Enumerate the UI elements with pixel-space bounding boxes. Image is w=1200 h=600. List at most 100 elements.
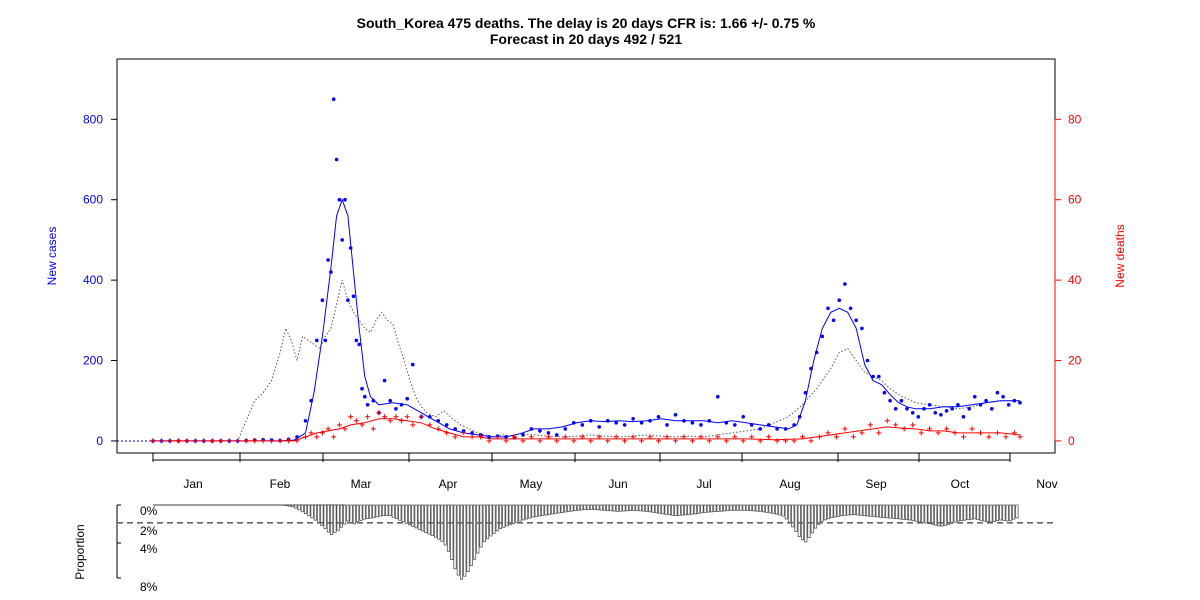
- proportion-bar: [395, 504, 399, 520]
- death-point: [884, 418, 890, 424]
- proportion-bar: [336, 504, 340, 531]
- case-point: [967, 407, 971, 411]
- proportion-bar: [382, 504, 386, 517]
- case-point: [631, 417, 635, 421]
- proportion-bar: [628, 504, 632, 511]
- death-point: [876, 430, 882, 436]
- death-point: [286, 438, 292, 444]
- case-point: [882, 390, 887, 395]
- death-point: [243, 438, 249, 444]
- death-point: [656, 438, 661, 444]
- death-point: [308, 430, 314, 436]
- death-point: [740, 438, 746, 444]
- proportion-bar: [992, 504, 996, 522]
- proportion-bar: [313, 504, 317, 521]
- case-point: [351, 294, 356, 299]
- death-point: [370, 426, 376, 432]
- death-point: [545, 434, 551, 440]
- proportion-bar: [934, 504, 938, 526]
- proportion-bar: [856, 504, 860, 516]
- proportion-bar: [547, 504, 551, 515]
- death-point: [175, 438, 181, 444]
- case-point: [436, 419, 441, 423]
- case-point: [405, 396, 410, 401]
- x-tick-label: Jan: [183, 477, 202, 491]
- proportion-bar: [388, 504, 392, 517]
- death-point: [252, 438, 258, 444]
- proportion-bar: [398, 504, 402, 521]
- proportion-bar: [365, 504, 369, 519]
- case-point: [916, 415, 921, 419]
- proportion-bar: [794, 504, 798, 532]
- x-tick-label: Jul: [696, 477, 711, 491]
- proportion-bar: [563, 504, 568, 513]
- proportion-bar: [680, 504, 684, 516]
- proportion-bar: [693, 504, 697, 515]
- y-right-tick-label: 80: [1068, 112, 1082, 126]
- proportion-bar: [456, 504, 460, 576]
- proportion-bar: [976, 504, 980, 521]
- death-point: [842, 426, 848, 432]
- case-point: [848, 306, 853, 311]
- proportion-bar: [752, 504, 756, 512]
- y-axis-left-label: New cases: [45, 227, 59, 286]
- proportion-bar: [706, 504, 710, 513]
- death-point: [365, 414, 371, 420]
- death-point: [1011, 430, 1017, 436]
- proportion-bar: [408, 504, 412, 526]
- case-point: [1006, 403, 1011, 407]
- proportion-bar: [596, 504, 600, 511]
- cases-average-line: [153, 198, 1020, 442]
- proportion-bar: [427, 504, 431, 535]
- death-point: [167, 438, 173, 444]
- case-point: [428, 415, 432, 419]
- death-point: [613, 434, 619, 440]
- death-point: [452, 434, 458, 440]
- case-point: [699, 423, 703, 427]
- death-point: [622, 438, 628, 444]
- proportion-bar: [719, 504, 723, 512]
- proportion-bar: [788, 504, 792, 523]
- y-left-tick-label: 600: [83, 193, 103, 207]
- death-point: [260, 438, 266, 444]
- proportion-bar: [476, 504, 480, 554]
- proportion-bar: [330, 504, 334, 535]
- case-point: [309, 398, 313, 403]
- proportion-bar: [356, 504, 360, 523]
- case-point: [854, 318, 858, 323]
- proportion-bar: [723, 504, 727, 512]
- proportion-bar: [732, 504, 736, 511]
- proportion-bar: [326, 504, 330, 533]
- death-point: [935, 430, 941, 436]
- case-point: [766, 423, 771, 427]
- proportion-bar: [323, 504, 327, 529]
- death-point: [528, 434, 534, 440]
- proportion-bar: [586, 504, 590, 510]
- y-left-tick-label: 200: [83, 354, 103, 368]
- proportion-bar: [287, 504, 291, 507]
- case-point: [973, 394, 977, 399]
- proportion-bar: [908, 504, 912, 521]
- axes-group: 0 200 400 600 800 0 20 40 60 80 Jan Feb Mar Apr May Jun…: [83, 112, 1082, 491]
- case-point: [673, 413, 678, 417]
- death-point: [325, 426, 331, 432]
- series-layer: [150, 97, 1023, 444]
- proportion-bar: [544, 504, 548, 516]
- proportion-bar: [411, 504, 415, 527]
- proportion-bar: [745, 504, 749, 511]
- death-point: [226, 438, 232, 444]
- proportion-bar: [459, 504, 464, 580]
- proportion-bar: [297, 504, 301, 511]
- proportion-bar: [804, 504, 808, 543]
- case-point: [588, 419, 593, 423]
- proportion-bar: [859, 504, 863, 516]
- y-right-tick-label: 40: [1068, 273, 1082, 287]
- death-point: [961, 434, 966, 440]
- proportion-bar: [284, 504, 288, 506]
- death-point: [893, 422, 899, 428]
- x-tick-label: May: [520, 477, 543, 491]
- proportion-bar: [671, 504, 675, 516]
- proportion-bar: [986, 504, 990, 522]
- case-point: [888, 398, 892, 403]
- death-point: [303, 434, 308, 440]
